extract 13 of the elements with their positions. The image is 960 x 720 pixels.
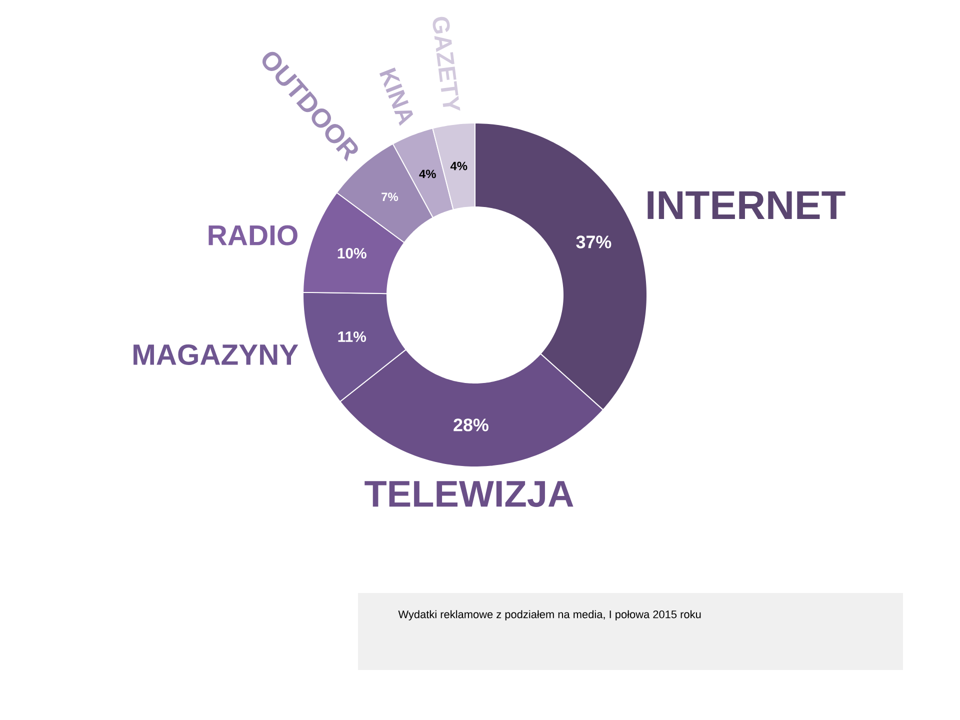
- slice-label: MAGAZYNY: [134, 344, 298, 365]
- slice-label: TELEWIZJA: [364, 481, 574, 507]
- data-label: 10%: [338, 248, 366, 259]
- data-label: 11%: [338, 331, 366, 342]
- data-label: 37%: [576, 236, 612, 248]
- data-label: 4%: [419, 170, 436, 178]
- slice-label: KINA: [379, 68, 414, 126]
- slice-label: RADIO: [208, 225, 298, 246]
- text: Wydatki reklamowe z podziałem na media, I połowa 2015 roku: [398, 610, 701, 620]
- slice-label: INTERNET: [648, 191, 846, 219]
- data-label: 28%: [454, 418, 488, 432]
- data-label: 4%: [450, 162, 468, 170]
- data-label: 7%: [382, 192, 398, 202]
